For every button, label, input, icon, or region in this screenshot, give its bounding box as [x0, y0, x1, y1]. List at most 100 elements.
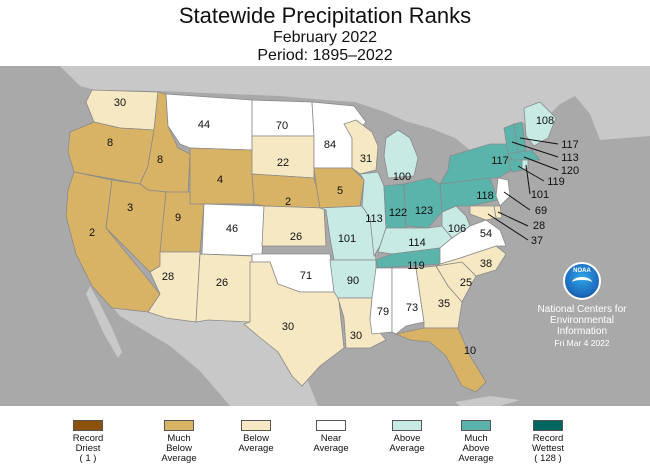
legend-swatch [164, 420, 194, 431]
state-md [469, 205, 497, 221]
rank-label-me: 108 [536, 115, 554, 127]
rank-label-fl: 10 [464, 345, 476, 357]
legend-label: Much Below Average [161, 433, 197, 464]
title-block: Statewide Precipitation Ranks February 2… [0, 0, 650, 66]
state-fl [394, 327, 487, 393]
rank-label-vt: 113 [561, 152, 579, 164]
leader-line-de [497, 211, 529, 227]
rank-label-pa: 118 [476, 190, 494, 202]
rank-label-nd: 70 [276, 120, 288, 132]
leader-line-nh [519, 137, 559, 145]
legend-item-record-driest: Record Driest ( 1 ) [48, 420, 128, 464]
legend-label: Above Average [389, 433, 425, 454]
rank-label-ia: 5 [337, 185, 343, 197]
rank-label-ct: 119 [547, 176, 565, 188]
rank-label-mi: 100 [393, 171, 411, 183]
rank-label-nc: 38 [480, 258, 492, 270]
rank-label-mo: 101 [338, 233, 356, 245]
rank-label-mn: 84 [324, 139, 336, 151]
rank-label-oh: 123 [415, 205, 433, 217]
map-subtitle: February 2022 [272, 29, 378, 46]
legend-item-much-above: Much Above Average [436, 420, 516, 464]
legend-swatch [316, 420, 346, 431]
rank-label-de: 28 [533, 220, 545, 232]
noaa-bird-icon [572, 277, 592, 288]
leader-line-md [487, 213, 529, 241]
state-ma [507, 149, 541, 161]
rank-label-or: 8 [107, 137, 113, 149]
legend-item-near: Near Average [291, 420, 371, 454]
rank-label-sc: 25 [460, 277, 472, 289]
rank-label-az: 28 [162, 271, 174, 283]
legend-item-record-wettest: Record Wettest ( 128 ) [508, 420, 588, 464]
rank-label-ut: 9 [175, 212, 181, 224]
rank-label-ca: 2 [89, 227, 95, 239]
rank-label-ks: 26 [290, 231, 302, 243]
rank-label-nm: 26 [216, 277, 228, 289]
ncei-line-3: Information [556, 326, 608, 337]
state-mi [383, 129, 419, 179]
state-va [439, 219, 507, 265]
precipitation-map: 3082834449284626702222671308451019030311… [0, 66, 650, 406]
rank-label-ne: 2 [285, 196, 291, 208]
rank-label-tx: 30 [282, 321, 294, 333]
state-layer [65, 89, 557, 393]
state-tx [243, 261, 345, 387]
legend-swatch [241, 420, 271, 431]
legend-label: Record Driest ( 1 ) [72, 433, 104, 464]
state-ks [261, 205, 327, 247]
rank-label-nh: 117 [561, 139, 579, 151]
rank-label-ma: 120 [561, 165, 579, 177]
rank-label-ky: 114 [408, 237, 426, 249]
rank-label-ny: 117 [491, 155, 509, 167]
rank-label-wi: 31 [360, 153, 372, 165]
rank-label-al: 73 [406, 302, 418, 314]
noaa-logo-icon: NOAA [563, 262, 601, 300]
rank-label-id: 8 [157, 154, 163, 166]
rank-label-wa: 30 [114, 97, 126, 109]
rank-label-sd: 22 [277, 157, 289, 169]
state-il [359, 171, 387, 258]
ncei-date: Fri Mar 4 2022 [554, 338, 610, 348]
baja-land [86, 286, 122, 358]
cuba-land [455, 396, 520, 406]
rank-label-wy: 4 [217, 174, 223, 186]
leader-line-nj [503, 191, 531, 211]
leader-line-ma [523, 156, 559, 171]
legend-label: Much Above Average [458, 433, 494, 464]
rank-label-in: 122 [389, 207, 407, 219]
leader-line-ri [525, 164, 531, 195]
legend-item-below: Below Average [216, 420, 296, 454]
legend-label: Near Average [313, 433, 349, 454]
legend-item-much-below: Much Below Average [139, 420, 219, 464]
legend-swatch [392, 420, 422, 431]
rank-label-ga: 35 [438, 298, 450, 310]
state-wi [343, 119, 379, 175]
legend-label: Record Wettest ( 128 ) [531, 433, 565, 464]
leader-line-vt [511, 141, 559, 158]
rank-label-wv: 106 [448, 223, 466, 235]
rank-label-mt: 44 [198, 119, 210, 131]
rank-label-co: 46 [226, 223, 238, 235]
rank-label-ms: 79 [377, 306, 389, 318]
noaa-branding: NOAA National Centers for Environmental … [526, 262, 638, 348]
map-title: Statewide Precipitation Ranks [178, 3, 472, 28]
rank-label-nj: 69 [535, 205, 547, 217]
legend-swatch [533, 420, 563, 431]
rank-label-layer: 3082834449284626702222671308451019030311… [89, 97, 579, 357]
rank-label-md: 37 [531, 235, 543, 247]
legend: Record Driest ( 1 ) Much Below Average B… [0, 410, 650, 475]
leader-line-ct [517, 165, 545, 182]
rank-label-nv: 3 [127, 202, 133, 214]
ncei-name: National Centers for Environmental Infor… [526, 304, 638, 337]
rank-label-ar: 90 [347, 275, 359, 287]
ncei-line-1: National Centers for [537, 304, 627, 315]
rank-label-ri: 101 [531, 189, 549, 201]
legend-label: Below Average [238, 433, 274, 454]
legend-swatch [461, 420, 491, 431]
rank-label-va: 54 [480, 228, 492, 240]
rank-label-ok: 71 [300, 270, 312, 282]
rank-label-tn: 119 [407, 260, 425, 272]
rank-label-la: 30 [350, 330, 362, 342]
canada-land [60, 66, 650, 150]
